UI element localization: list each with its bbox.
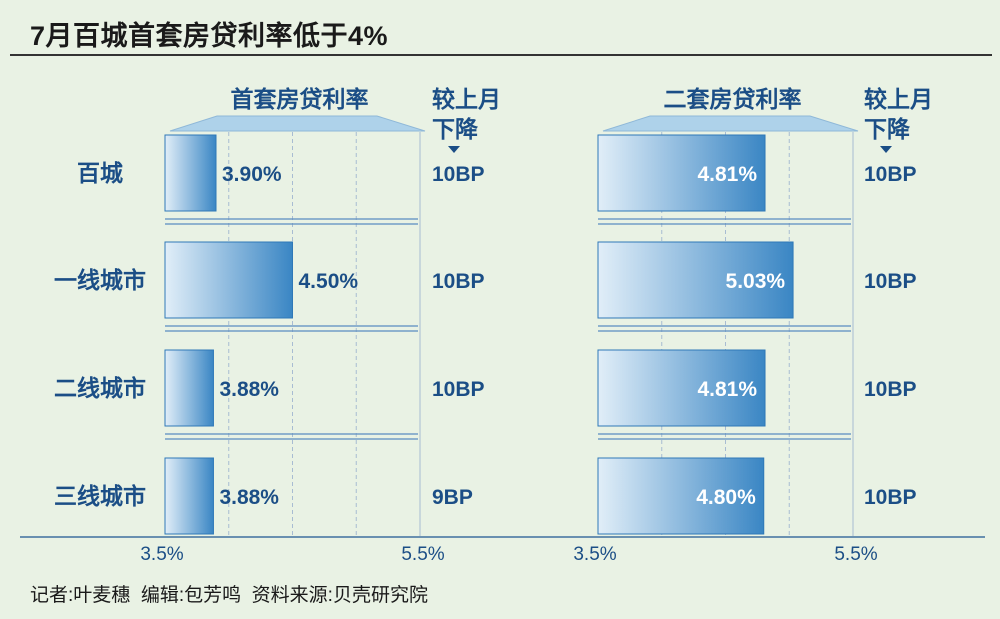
- category-label: 一线城市: [54, 267, 146, 293]
- data-label: 4.81%: [697, 163, 757, 186]
- change-value: 10BP: [432, 163, 485, 186]
- data-label: 4.81%: [697, 378, 757, 401]
- credit-line: 记者:叶麦穗 编辑:包芳鸣 资料来源:贝壳研究院: [30, 585, 428, 606]
- bar: [164, 134, 217, 212]
- data-label: 4.80%: [696, 486, 756, 509]
- change-value: 10BP: [432, 270, 485, 293]
- tick-label: 3.5%: [140, 544, 183, 565]
- tick-label: 3.5%: [573, 544, 616, 565]
- panel-header: 二套房贷利率: [664, 86, 802, 112]
- category-label: 三线城市: [54, 483, 146, 509]
- data-label: 5.03%: [726, 270, 786, 293]
- change-header: 较上月: [864, 86, 933, 112]
- change-header: 下降: [864, 116, 911, 142]
- change-value: 10BP: [864, 486, 917, 509]
- chart-title: 7月百城首套房贷利率低于4%: [30, 21, 389, 51]
- change-value: 9BP: [432, 486, 473, 509]
- change-value: 10BP: [864, 270, 917, 293]
- tick-label: 5.5%: [401, 544, 444, 565]
- change-header: 下降: [432, 116, 479, 142]
- data-label: 3.88%: [219, 378, 279, 401]
- category-label: 二线城市: [54, 375, 146, 401]
- change-header: 较上月: [432, 86, 501, 112]
- bar: [597, 241, 794, 319]
- change-value: 10BP: [864, 378, 917, 401]
- data-label: 4.50%: [299, 270, 359, 293]
- header-band: [602, 115, 859, 132]
- panel-header: 首套房贷利率: [231, 86, 369, 112]
- down-arrow-icon: [448, 146, 460, 153]
- tick-label: 5.5%: [834, 544, 877, 565]
- category-label: 百城: [77, 160, 123, 186]
- change-value: 10BP: [432, 378, 485, 401]
- bar: [164, 457, 214, 535]
- bar: [164, 349, 214, 427]
- bar: [164, 241, 293, 319]
- change-value: 10BP: [864, 163, 917, 186]
- bar: [597, 134, 766, 212]
- down-arrow-icon: [880, 146, 892, 153]
- bar: [597, 457, 765, 535]
- bar: [597, 349, 766, 427]
- title-rule: [10, 54, 992, 56]
- data-label: 3.90%: [222, 163, 282, 186]
- header-band: [169, 115, 426, 132]
- data-label: 3.88%: [219, 486, 279, 509]
